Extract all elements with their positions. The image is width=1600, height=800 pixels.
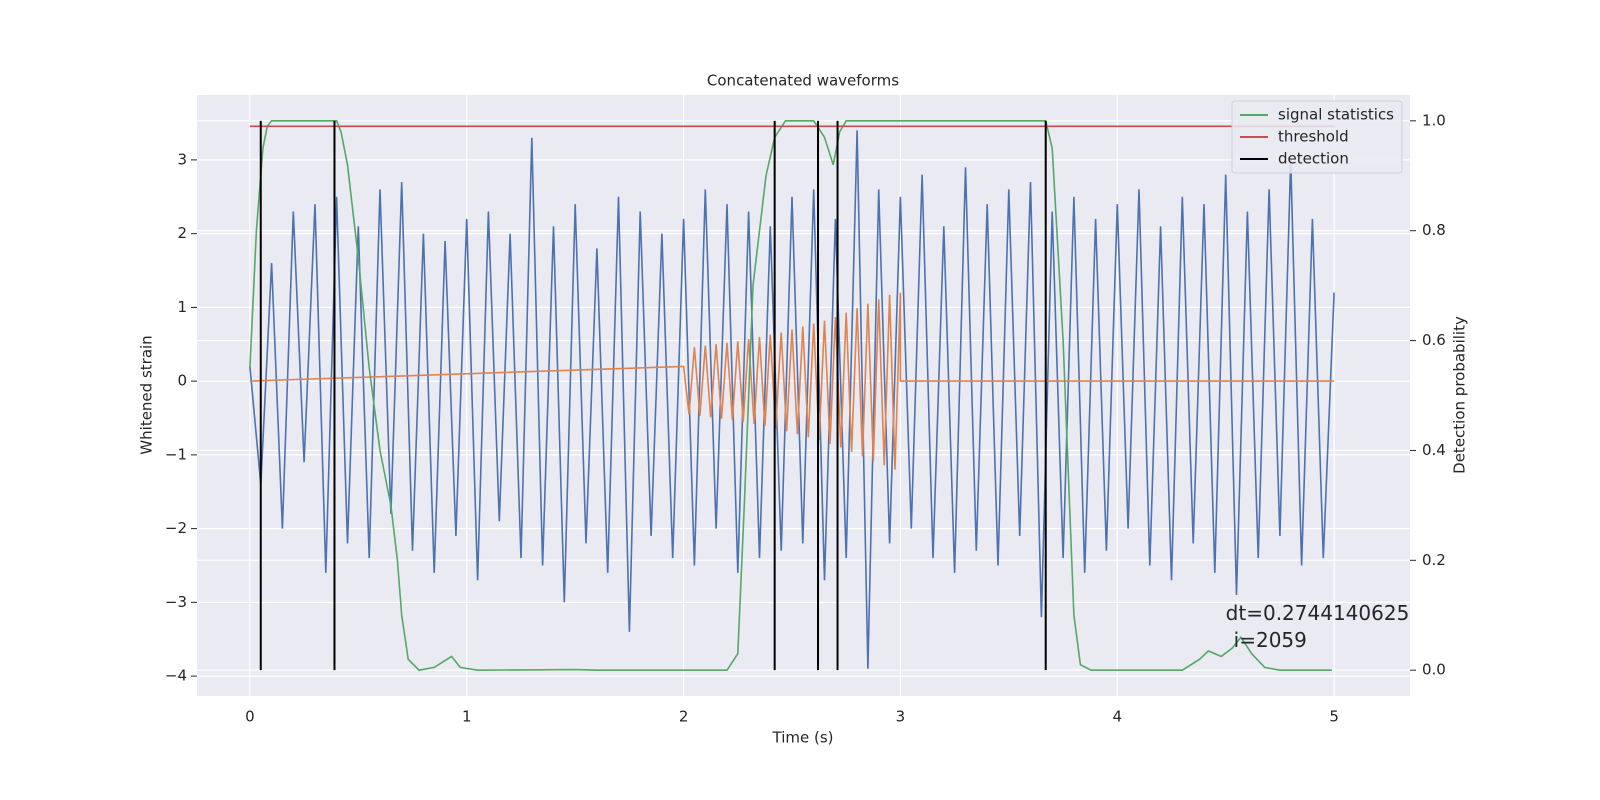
annotation: i=2059 bbox=[1234, 628, 1307, 652]
series-line bbox=[249, 292, 1335, 470]
x-tick-label: 3 bbox=[896, 708, 906, 726]
chart-title: Concatenated waveforms bbox=[707, 72, 899, 90]
y-tick-label: 1 bbox=[177, 298, 187, 316]
y2-tick-label: 0.0 bbox=[1422, 661, 1446, 679]
y-tick-label: −1 bbox=[165, 445, 187, 463]
y-tick-label: −3 bbox=[165, 593, 187, 611]
x-tick-label: 0 bbox=[245, 708, 255, 726]
legend-label: detection bbox=[1278, 150, 1349, 168]
legend-label: signal statistics bbox=[1278, 106, 1394, 124]
y2-axis-label: Detection probability bbox=[1451, 316, 1469, 474]
y-tick-label: 2 bbox=[177, 224, 187, 242]
x-axis-label: Time (s) bbox=[772, 729, 834, 747]
y-tick-label: −4 bbox=[165, 667, 187, 685]
y2-tick-label: 0.6 bbox=[1422, 331, 1446, 349]
y-tick-label: 3 bbox=[177, 150, 187, 168]
legend-label: threshold bbox=[1278, 128, 1349, 146]
series-line bbox=[249, 120, 1332, 672]
series-line bbox=[249, 130, 1335, 669]
x-tick-label: 2 bbox=[679, 708, 689, 726]
y2-tick-label: 0.4 bbox=[1422, 441, 1446, 459]
x-tick-label: 5 bbox=[1329, 708, 1339, 726]
plot-area bbox=[197, 95, 1410, 696]
legend-box bbox=[1231, 100, 1403, 174]
y-tick-label: 0 bbox=[177, 372, 187, 390]
annotation: dt=0.2744140625 bbox=[1226, 601, 1410, 625]
y-tick-label: −2 bbox=[165, 519, 187, 537]
y-axis-label: Whitened strain bbox=[138, 335, 156, 454]
x-tick-label: 1 bbox=[462, 708, 472, 726]
y2-tick-label: 1.0 bbox=[1422, 111, 1446, 129]
x-tick-label: 4 bbox=[1112, 708, 1122, 726]
y2-tick-label: 0.8 bbox=[1422, 221, 1446, 239]
y2-tick-label: 0.2 bbox=[1422, 551, 1446, 569]
